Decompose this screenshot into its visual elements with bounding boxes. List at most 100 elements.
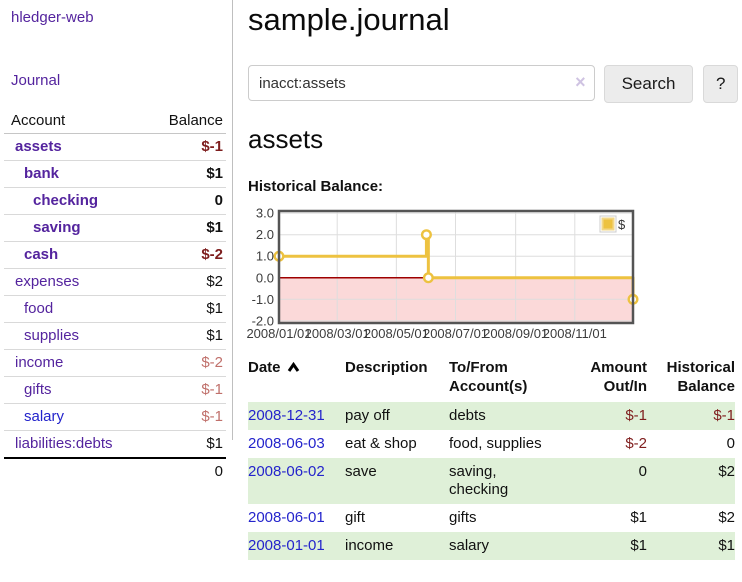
- accounts-header-account: Account: [4, 108, 143, 134]
- accounts-body: assets$-1bank$1checking0saving$1cash$-2e…: [4, 134, 226, 459]
- account-balance: $1: [143, 161, 226, 188]
- transaction-accounts: debts: [449, 402, 573, 430]
- transaction-description: save: [345, 458, 449, 504]
- account-row: income $-2: [4, 350, 226, 377]
- transaction-date-link[interactable]: 2008-06-03: [248, 435, 325, 452]
- transaction-accounts: gifts: [449, 504, 573, 532]
- svg-text:2008/11/01: 2008/11/01: [543, 326, 607, 341]
- transaction-balance: 0: [647, 430, 735, 458]
- transaction-row: 2008-12-31pay offdebts$-1$-1: [248, 402, 735, 430]
- transaction-accounts: food, supplies: [449, 430, 573, 458]
- account-link[interactable]: checking: [33, 192, 98, 209]
- account-balance: $1: [143, 323, 226, 350]
- svg-text:2008/09/01: 2008/09/01: [483, 326, 548, 341]
- transaction-amount: $-1: [573, 402, 647, 430]
- help-button[interactable]: ?: [703, 65, 738, 103]
- account-link[interactable]: liabilities:debts: [15, 435, 113, 452]
- transaction-accounts: saving, checking: [449, 458, 573, 504]
- transaction-accounts: salary: [449, 532, 573, 560]
- svg-text:2008/03/01: 2008/03/01: [305, 326, 370, 341]
- svg-text:2008/07/01: 2008/07/01: [423, 326, 488, 341]
- account-row: expenses$2: [4, 269, 226, 296]
- account-row: supplies $1: [4, 323, 226, 350]
- main-content: sample.journal × Search ? assets Histori…: [248, 0, 738, 560]
- account-heading: assets: [248, 124, 738, 155]
- account-link[interactable]: bank: [24, 165, 59, 182]
- transaction-amount: $-2: [573, 430, 647, 458]
- sidebar: hledger-web Journal Account Balance asse…: [0, 0, 233, 440]
- transactions-body: 2008-12-31pay offdebts$-1$-12008-06-03ea…: [248, 402, 735, 560]
- accounts-total-row: 0: [4, 458, 226, 485]
- account-link[interactable]: gifts: [24, 381, 52, 398]
- account-balance: $-1: [143, 134, 226, 161]
- app-title-link[interactable]: hledger-web: [11, 9, 232, 26]
- account-link[interactable]: income: [15, 354, 63, 371]
- search-form: × Search ?: [248, 65, 738, 103]
- transaction-row: 2008-01-01incomesalary$1$1: [248, 532, 735, 560]
- account-link[interactable]: supplies: [24, 327, 79, 344]
- account-row: saving $1: [4, 215, 226, 242]
- account-balance: $1: [143, 296, 226, 323]
- transaction-row: 2008-06-02 savesaving, checking0$2: [248, 458, 735, 504]
- account-link[interactable]: cash: [24, 246, 58, 263]
- account-link[interactable]: saving: [33, 219, 81, 236]
- clear-search-icon[interactable]: ×: [575, 73, 586, 91]
- sort-ascending-icon: [287, 362, 300, 373]
- nav-journal-link[interactable]: Journal: [11, 72, 232, 89]
- transaction-date-link[interactable]: 2008-06-01: [248, 509, 325, 526]
- svg-text:2008/05/01: 2008/05/01: [364, 326, 429, 341]
- account-balance: $-2: [143, 242, 226, 269]
- account-row: liabilities:debts $1: [4, 431, 226, 459]
- account-balance: $-2: [143, 350, 226, 377]
- page: hledger-web Journal Account Balance asse…: [0, 0, 742, 582]
- transaction-row: 2008-06-01 giftgifts$1$2: [248, 504, 735, 532]
- search-button[interactable]: Search: [604, 65, 694, 103]
- transaction-date-link[interactable]: 2008-06-02: [248, 463, 325, 480]
- date-header-label: Date: [248, 359, 281, 376]
- transaction-description: gift: [345, 504, 449, 532]
- page-title: sample.journal: [248, 2, 738, 38]
- account-balance: 0: [143, 188, 226, 215]
- transaction-row: 2008-06-03 eat & shopfood, supplies$-20: [248, 430, 735, 458]
- accounts-header-balance: Balance: [143, 108, 226, 134]
- transaction-amount: 0: [573, 458, 647, 504]
- account-row: food $1: [4, 296, 226, 323]
- transaction-date-link[interactable]: 2008-12-31: [248, 407, 325, 424]
- chart-title: Historical Balance:: [248, 178, 738, 195]
- account-row: bank $1: [4, 161, 226, 188]
- account-row: gifts $-1: [4, 377, 226, 404]
- account-balance: $1: [143, 431, 226, 459]
- accounts-header-row: Account Balance: [4, 108, 226, 134]
- account-link[interactable]: assets: [15, 138, 62, 155]
- transaction-date-link[interactable]: 2008-01-01: [248, 537, 325, 554]
- account-link[interactable]: salary: [24, 408, 64, 425]
- transactions-header-accounts: To/From Account(s): [449, 356, 573, 402]
- transaction-description: eat & shop: [345, 430, 449, 458]
- accounts-total-value: 0: [143, 458, 226, 485]
- account-row: salary$-1: [4, 404, 226, 431]
- historical-balance-chart: 3.02.01.00.0-1.0-2.02008/01/012008/03/01…: [242, 203, 642, 343]
- svg-text:$: $: [618, 217, 626, 232]
- accounts-table: Account Balance assets $-1 bank $1 checking 0…: [4, 108, 226, 485]
- account-balance: $1: [143, 215, 226, 242]
- svg-text:-1.0: -1.0: [252, 292, 274, 307]
- search-input[interactable]: [248, 65, 595, 101]
- svg-text:3.0: 3.0: [256, 206, 274, 221]
- account-row: assets $-1: [4, 134, 226, 161]
- account-link[interactable]: food: [24, 300, 53, 317]
- transaction-balance: $2: [647, 504, 735, 532]
- svg-text:2.0: 2.0: [256, 227, 274, 242]
- transactions-header-amount: Amount Out/In: [573, 356, 647, 402]
- transaction-amount: $1: [573, 504, 647, 532]
- transactions-header-row: Date Description To/From Account(s) Amou…: [248, 356, 735, 402]
- account-balance: $-1: [143, 377, 226, 404]
- transactions-header-balance: Historical Balance: [647, 356, 735, 402]
- transaction-balance: $2: [647, 458, 735, 504]
- transactions-header-date[interactable]: Date: [248, 356, 345, 402]
- transactions-header-description: Description: [345, 356, 449, 402]
- transaction-description: pay off: [345, 402, 449, 430]
- account-row: cash $-2: [4, 242, 226, 269]
- transactions-table: Date Description To/From Account(s) Amou…: [248, 356, 735, 560]
- account-link[interactable]: expenses: [15, 273, 79, 290]
- transaction-amount: $1: [573, 532, 647, 560]
